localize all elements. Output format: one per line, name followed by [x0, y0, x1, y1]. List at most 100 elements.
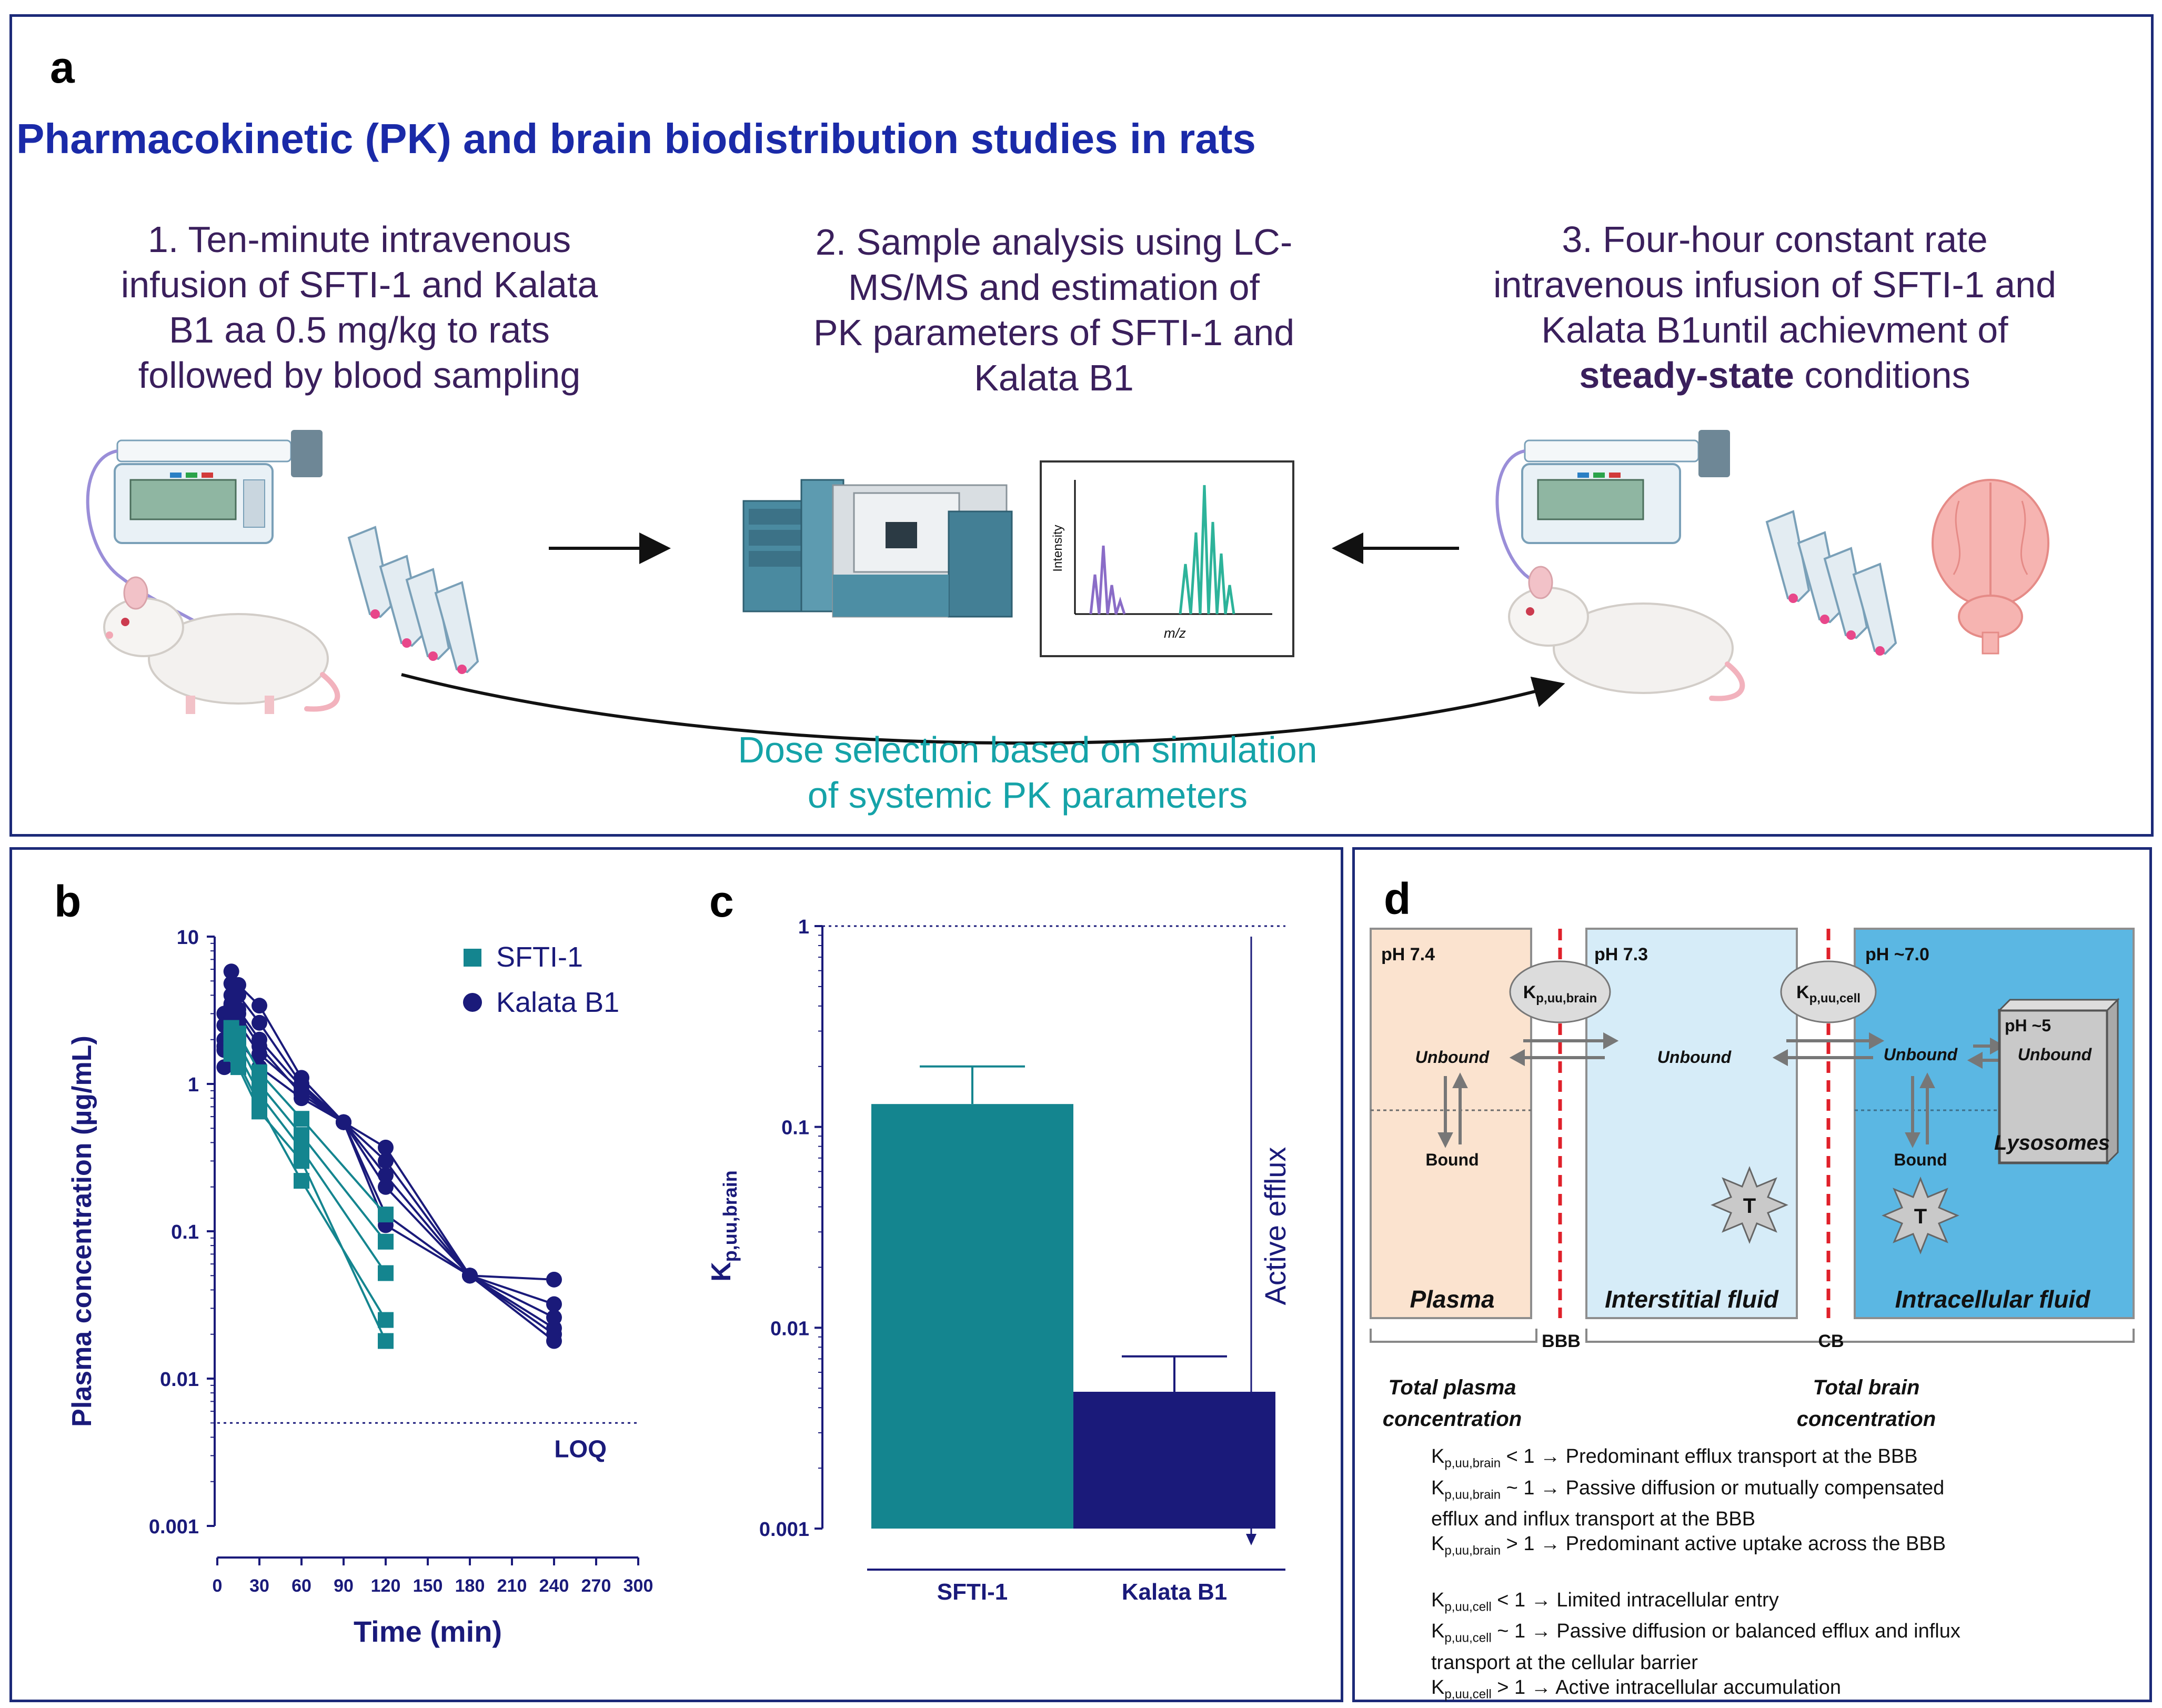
- kpuu-cell-label: Kp,uu,cell: [1796, 982, 1861, 1006]
- data-point-kalata-b1: [378, 1139, 394, 1156]
- cb-exchange-arrows: [1772, 1032, 1885, 1067]
- note-cell-greater: Kp,uu,cell > 1 → Active intracellular ac…: [1431, 1675, 1960, 1707]
- dose-selection-arrow: [401, 673, 1565, 745]
- lc-ms-instrument-icon: [742, 479, 1013, 618]
- bar-kalata-b1: [1073, 1391, 1275, 1529]
- step-1-text: 1. Ten-minute intravenous infusion of SF…: [54, 217, 665, 398]
- kpuu-brain-label: Kp,uu,brain: [1523, 982, 1597, 1006]
- note-4-text: < 1 → Limited intracellular entry: [1491, 1589, 1779, 1611]
- plasma-ph: pH 7.4: [1381, 945, 1435, 964]
- note-3-sub: p,uu,brain: [1444, 1543, 1501, 1558]
- data-point-sfti-1: [378, 1233, 394, 1250]
- data-point-kalata-b1: [252, 1014, 267, 1031]
- legend-marker-sfti-1: [464, 949, 481, 967]
- total-brain-line-2: concentration: [1797, 1408, 1936, 1431]
- note-2-text-cont: efflux and influx transport at the BBB: [1431, 1508, 1756, 1531]
- chart-c-axes: 0.001 0.01 0.1 1 Kp,uu,brain: [706, 916, 1285, 1571]
- b-x-tick-label: 150: [413, 1576, 443, 1596]
- step-1-line-2: infusion of SFTI-1 and Kalata: [120, 264, 598, 305]
- interstitial-unbound: Unbound: [1657, 1048, 1732, 1067]
- lysosome-unbound: Unbound: [2018, 1045, 2093, 1064]
- note-brain-equal: Kp,uu,brain ~ 1 → Passive diffusion or m…: [1431, 1476, 1960, 1508]
- panel-d: d pH 7.4 pH 7.3 pH ~7.0 Kp,uu,brain Kp,u…: [1352, 847, 2152, 1702]
- plasma-unbound: Unbound: [1415, 1048, 1490, 1067]
- kpuu-cell-ellipse: [1780, 960, 1877, 1023]
- plasma-bracket: [1370, 1329, 1537, 1343]
- data-point-sfti-1: [230, 1059, 246, 1076]
- c-y-axis-title: Kp,uu,brain: [706, 1170, 741, 1282]
- cb-label: CB: [1818, 1331, 1844, 1351]
- note-5-k: K: [1431, 1620, 1445, 1643]
- plasma-bound: Bound: [1425, 1150, 1479, 1169]
- data-point-kalata-b1: [546, 1326, 562, 1342]
- step-2-line-3: PK parameters of SFTI-1 and: [813, 312, 1295, 353]
- panel-c-label: c: [709, 877, 734, 926]
- blood-sample-tubes-right-icon: [1765, 510, 1897, 656]
- loq-label: LOQ: [554, 1435, 607, 1462]
- bbb-label: BBB: [1542, 1331, 1581, 1351]
- c-y-tick-label: 1: [798, 916, 809, 938]
- b-x-tick-label: 300: [624, 1576, 653, 1596]
- spectrum-ylabel: Intensity: [1051, 525, 1065, 571]
- plasma-concentration-chart: 0.001 0.01 0.1 1 10 0 30 60 90 120 150 180 210 240 270…: [67, 927, 653, 1648]
- legend-marker-kalata-b1: [463, 993, 482, 1012]
- note-6-k: K: [1431, 1676, 1445, 1699]
- note-1-k: K: [1431, 1445, 1445, 1468]
- interstitial-ph: pH 7.3: [1594, 945, 1648, 964]
- panel-b-label: b: [54, 877, 82, 926]
- step-2-line-4: Kalata B1: [974, 357, 1134, 398]
- total-brain-line-1: Total brain: [1813, 1376, 1920, 1399]
- plasma-compartment: [1370, 928, 1532, 1319]
- blood-sample-tubes-left-icon: [347, 526, 479, 674]
- data-point-sfti-1: [378, 1207, 394, 1223]
- note-2-k: K: [1431, 1476, 1445, 1499]
- panel-a-illustrations: Intensity m/z: [86, 430, 2049, 745]
- step-3-line-3: Kalata B1until achievment of: [1541, 309, 2008, 350]
- active-efflux-label: Active efflux: [1259, 1147, 1292, 1305]
- chart-c-bars: SFTI-1 Kalata B1 Active efflux: [871, 937, 1292, 1605]
- data-point-sfti-1: [223, 1046, 239, 1062]
- kpuu-brain-sub: p,uu,brain: [1536, 991, 1597, 1006]
- c-category-label: SFTI-1: [937, 1579, 1008, 1605]
- lysosome-box: [1998, 1009, 2109, 1164]
- kpuu-brain-main: K: [1523, 982, 1536, 1002]
- c-y-tick-label: 0.1: [781, 1117, 809, 1139]
- data-point-sfti-1: [378, 1312, 394, 1328]
- data-point-sfti-1: [294, 1173, 309, 1189]
- note-2-sub: p,uu,brain: [1444, 1488, 1501, 1502]
- compartment-diagram: pH 7.4 pH 7.3 pH ~7.0 Kp,uu,brain Kp,uu,…: [1370, 928, 2135, 1431]
- lysosome-label: Lysosomes: [1994, 1131, 2110, 1154]
- brain-icon: [1932, 479, 2049, 655]
- data-point-kalata-b1: [230, 1006, 246, 1022]
- data-point-sfti-1: [378, 1333, 394, 1349]
- total-plasma-line-1: Total plasma: [1388, 1376, 1516, 1399]
- legend-label-sfti-1: SFTI-1: [496, 941, 583, 973]
- note-4-k: K: [1431, 1589, 1445, 1611]
- data-point-kalata-b1: [216, 1059, 233, 1076]
- lysosome-exchange-arrows: [1967, 1037, 2006, 1069]
- total-plasma-line-2: concentration: [1383, 1408, 1522, 1431]
- b-y-tick-label: 0.1: [171, 1221, 199, 1243]
- data-point-kalata-b1: [223, 976, 239, 992]
- note-brain-greater: Kp,uu,brain > 1 → Predominant active upt…: [1431, 1532, 1960, 1563]
- note-2-text: ~ 1 → Passive diffusion or mutually comp…: [1501, 1476, 1945, 1499]
- target-star-intracellular: T: [1882, 1176, 1959, 1255]
- panel-a: a Pharmacokinetic (PK) and brain biodist…: [9, 14, 2154, 837]
- b-x-tick-label: 210: [497, 1576, 527, 1596]
- b-x-tick-label: 240: [539, 1576, 569, 1596]
- step-2-line-1: 2. Sample analysis using LC-: [815, 222, 1293, 263]
- legend-label-kalata-b1: Kalata B1: [496, 987, 619, 1018]
- step-3-line-4-rest: conditions: [1794, 355, 1970, 396]
- step-2-text: 2. Sample analysis using LC- MS/MS and e…: [738, 219, 1370, 400]
- b-x-tick-label: 90: [334, 1576, 354, 1596]
- b-x-axis-title: Time (min): [354, 1615, 502, 1648]
- plasma-name: Plasma: [1410, 1285, 1494, 1313]
- bar-sfti-1: [871, 1104, 1073, 1529]
- kpuu-brain-ellipse: [1509, 960, 1611, 1023]
- note-3-text: > 1 → Predominant active uptake across t…: [1501, 1533, 1946, 1555]
- b-y-tick-label: 10: [177, 927, 199, 949]
- interstitial-name: Interstitial fluid: [1605, 1285, 1779, 1313]
- target-star-interstitial: T: [1711, 1166, 1788, 1244]
- chart-b-legend: SFTI-1 Kalata B1: [463, 941, 619, 1018]
- active-efflux-arrowhead: [1246, 1534, 1256, 1545]
